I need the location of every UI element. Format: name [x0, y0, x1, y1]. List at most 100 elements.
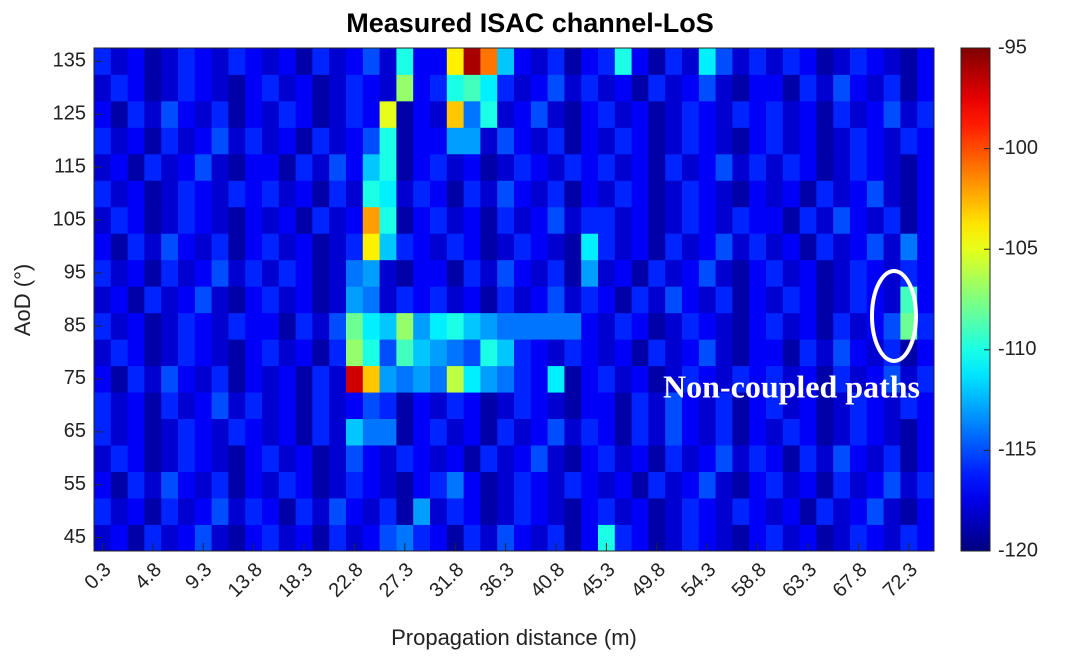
heatmap-cell	[278, 206, 296, 234]
heatmap-cell	[262, 471, 280, 499]
heatmap-cell	[463, 233, 481, 261]
heatmap-cell	[614, 74, 632, 102]
heatmap-cell	[782, 498, 800, 525]
heatmap-cell	[581, 180, 599, 208]
heatmap-cell	[312, 206, 330, 234]
heatmap-cell	[833, 259, 851, 287]
heatmap-cell	[295, 206, 313, 234]
heatmap-cell	[732, 471, 750, 499]
heatmap-cell	[463, 180, 481, 208]
heatmap-cell	[144, 100, 162, 128]
heatmap-cell	[110, 471, 128, 499]
heatmap-cell	[295, 445, 313, 472]
heatmap-cell	[766, 127, 784, 155]
x-axis-label: Propagation distance (m)	[391, 625, 637, 650]
heatmap-cell	[194, 259, 212, 287]
heatmap-cell	[446, 100, 464, 128]
heatmap-cell	[480, 312, 498, 340]
heatmap-cell	[530, 524, 548, 552]
heatmap-cell	[295, 392, 313, 420]
heatmap-cell	[413, 48, 431, 75]
heatmap-cell	[362, 74, 380, 102]
heatmap-cell	[497, 524, 515, 552]
heatmap-cell	[211, 339, 229, 367]
heatmap-cell	[614, 471, 632, 499]
heatmap-cell	[194, 233, 212, 261]
heatmap-cell	[648, 153, 666, 181]
heatmap-cell	[94, 445, 112, 472]
heatmap-cell	[900, 392, 918, 420]
heatmap-cell	[497, 48, 515, 75]
heatmap-cell	[547, 365, 565, 393]
heatmap-cell	[463, 100, 481, 128]
heatmap-cell	[799, 445, 817, 472]
heatmap-cell	[833, 100, 851, 128]
x-tick-label: 49.8	[627, 559, 670, 602]
heatmap-cell	[648, 365, 666, 393]
heatmap-cell	[598, 498, 616, 525]
heatmap-cell	[682, 259, 700, 287]
x-tick-label: 22.8	[325, 559, 368, 602]
heatmap-cell	[110, 153, 128, 181]
heatmap-cell	[631, 418, 649, 446]
heatmap-cell	[295, 233, 313, 261]
heatmap-cell	[194, 286, 212, 314]
heatmap-cell	[698, 418, 716, 446]
heatmap-cell	[530, 339, 548, 367]
colorbar-tick-label: -115	[998, 439, 1037, 461]
heatmap-cell	[127, 153, 145, 181]
heatmap-cell	[312, 498, 330, 525]
heatmap-cell	[312, 471, 330, 499]
heatmap-cell	[362, 206, 380, 234]
heatmap-cell	[430, 312, 448, 340]
heatmap-cell	[463, 392, 481, 420]
heatmap-cell	[446, 48, 464, 75]
heatmap-cell	[866, 392, 884, 420]
heatmap-cell	[514, 127, 532, 155]
heatmap-cell	[278, 312, 296, 340]
heatmap-cell	[110, 100, 128, 128]
heatmap-cell	[665, 180, 683, 208]
heatmap-cell	[682, 524, 700, 552]
heatmap-cell	[127, 286, 145, 314]
heatmap-cell	[144, 180, 162, 208]
heatmap-cell	[346, 48, 364, 75]
x-tick-label: 13.8	[224, 559, 267, 602]
heatmap-cell	[144, 524, 162, 552]
heatmap-cell	[245, 206, 263, 234]
heatmap-cell	[295, 339, 313, 367]
heatmap-cell	[900, 233, 918, 261]
heatmap-cell	[497, 180, 515, 208]
heatmap-cell	[530, 471, 548, 499]
heatmap-cell	[127, 74, 145, 102]
heatmap-cell	[665, 286, 683, 314]
chart-title: Measured ISAC channel-LoS	[346, 8, 714, 38]
x-tick-label: 58.8	[728, 559, 771, 602]
heatmap-cell	[866, 153, 884, 181]
heatmap-cell	[295, 259, 313, 287]
heatmap-cell	[127, 233, 145, 261]
heatmap-cell	[463, 471, 481, 499]
heatmap-cell	[194, 445, 212, 472]
heatmap-cell	[463, 206, 481, 234]
heatmap-cell	[564, 524, 582, 552]
heatmap-cell	[614, 206, 632, 234]
heatmap-cell	[900, 206, 918, 234]
heatmap-cell	[900, 471, 918, 499]
heatmap-cell	[866, 100, 884, 128]
heatmap-cell	[883, 74, 901, 102]
heatmap-cell	[900, 153, 918, 181]
heatmap-cell	[497, 153, 515, 181]
heatmap-cell	[766, 48, 784, 75]
heatmap-cell	[631, 498, 649, 525]
heatmap-cell	[614, 392, 632, 420]
heatmap-cell	[665, 365, 683, 393]
heatmap-cell	[883, 498, 901, 525]
heatmap-cell	[312, 127, 330, 155]
heatmap-cell	[547, 312, 565, 340]
heatmap-cell	[883, 524, 901, 552]
heatmap-cell	[245, 471, 263, 499]
x-tick-label: 18.3	[274, 559, 317, 602]
heatmap-cell	[245, 233, 263, 261]
x-tick-label: 4.8	[131, 559, 166, 594]
